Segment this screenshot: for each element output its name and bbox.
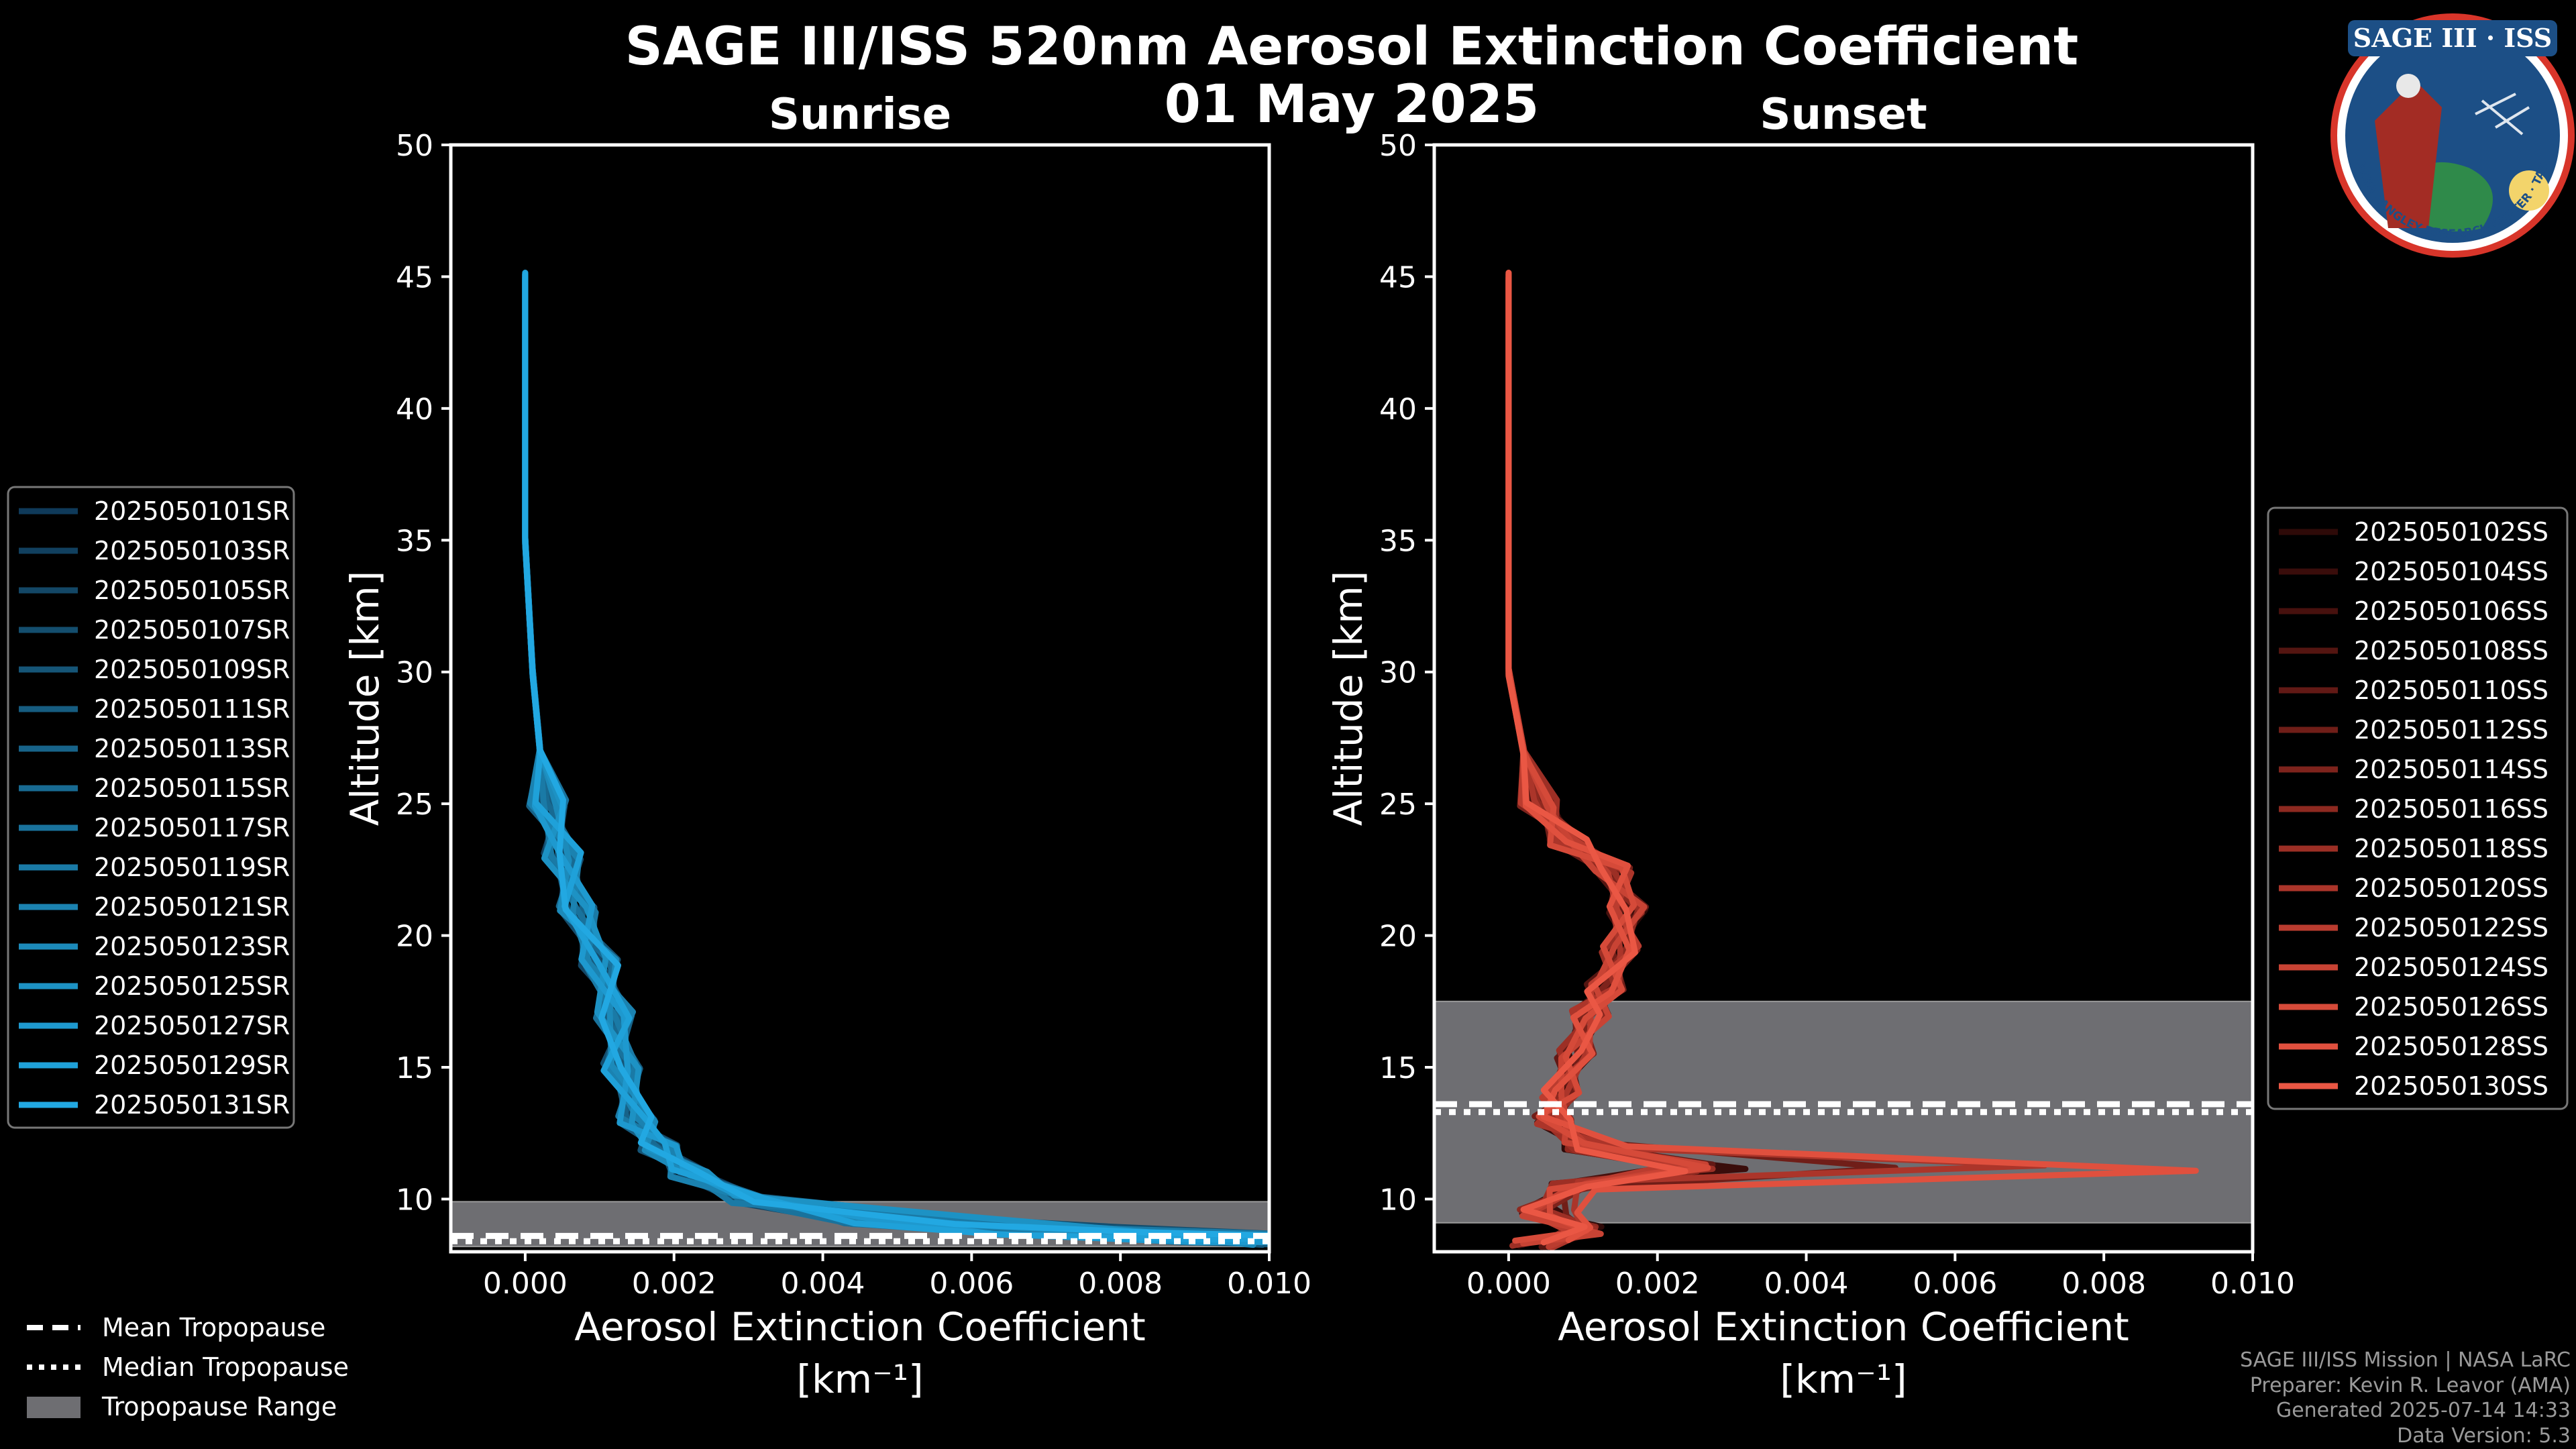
sunset-ytick-label: 20 (1379, 920, 1417, 954)
sunset-legend-label: 2025050112SS (2354, 715, 2548, 745)
sunset-xtick-label: 0.004 (1764, 1267, 1849, 1301)
credit-line-4: Data Version: 5.3 (2397, 1424, 2571, 1448)
logo-figure-icon (2375, 80, 2442, 228)
sunrise-ytick-label: 10 (396, 1183, 433, 1217)
logo-sun-icon (2509, 170, 2549, 211)
sunrise-legend-label: 2025050109SR (94, 655, 290, 684)
sunset-legend-label: 2025050116SS (2354, 794, 2548, 824)
sunset-legend-label: 2025050124SS (2354, 953, 2548, 982)
logo-moon-icon (2396, 74, 2420, 98)
sunrise-ytick-label: 40 (396, 392, 433, 427)
sunset-legend-label: 2025050122SS (2354, 913, 2548, 943)
sunset-ytick-label: 40 (1379, 392, 1417, 427)
logo-title-text: SAGE III · ISS (2353, 23, 2552, 53)
sunrise-legend-label: 2025050127SR (94, 1011, 290, 1040)
sunset-legend-label: 2025050102SS (2354, 517, 2548, 547)
credit-line-2: Preparer: Kevin R. Leavor (AMA) (2250, 1374, 2571, 1397)
figure-title: SAGE III/ISS 520nm Aerosol Extinction Co… (625, 17, 2079, 77)
sunrise-xtick-label: 0.008 (1078, 1267, 1163, 1301)
sunrise-ytick-label: 20 (396, 920, 433, 954)
sunset-plot-area (1434, 270, 2253, 1251)
credit-line-1: SAGE III/ISS Mission | NASA LaRC (2240, 1348, 2571, 1372)
tropopause-range-label: Tropopause Range (101, 1392, 337, 1421)
credits: SAGE III/ISS Mission | NASA LaRC Prepare… (2240, 1348, 2571, 1448)
sunrise-legend-label: 2025050123SR (94, 932, 290, 961)
sunset-axes-frame (1432, 143, 2255, 1254)
median-tropopause-label: Median Tropopause (102, 1352, 349, 1382)
sunrise-legend-label: 2025050111SR (94, 694, 290, 724)
sunrise-xtick-label: 0.000 (483, 1267, 568, 1301)
sunset-ytick-label: 35 (1379, 524, 1417, 558)
sunrise-xtick-label: 0.002 (632, 1267, 716, 1301)
sunset-xtick-label: 0.000 (1466, 1267, 1551, 1301)
sunset-legend-label: 2025050108SS (2354, 636, 2548, 665)
sunset-ytick-label: 10 (1379, 1183, 1417, 1217)
sunrise-legend-label: 2025050105SR (94, 576, 290, 605)
sunrise-xtick-label: 0.010 (1227, 1267, 1311, 1301)
sunrise-legend-box (7, 486, 295, 1129)
sunrise-legend-label: 2025050119SR (94, 853, 290, 882)
sunset-legend-label: 2025050126SS (2354, 992, 2548, 1022)
sunrise-legend-label: 2025050131SR (94, 1090, 290, 1120)
sunrise-legend-label: 2025050121SR (94, 892, 290, 922)
sunrise-ytick-label: 35 (396, 524, 433, 558)
sunrise-legend-label: 2025050103SR (94, 536, 290, 566)
logo-iss-icon (2475, 93, 2530, 136)
sunrise-plot-area (451, 270, 1269, 1248)
sunrise-legend-label: 2025050107SR (94, 615, 290, 645)
sunset-panel: 0.000 0.002 0.004 0.006 0.008 0.010 10 15 20 25 30… (1326, 90, 2569, 1402)
sunrise-legend-label: 2025050101SR (94, 496, 290, 526)
sunset-ytick-label: 15 (1379, 1051, 1417, 1085)
sunrise-x-axis-label: Aerosol Extinction Coefficient (574, 1304, 1146, 1350)
sunset-legend-box (2267, 506, 2569, 1110)
sunrise-legend-label: 2025050129SR (94, 1051, 290, 1080)
sunset-panel-title: Sunset (1760, 90, 1927, 140)
tropopause-range-swatch (27, 1397, 80, 1418)
logo-banner (2348, 20, 2557, 56)
sunrise-xtick-label: 0.006 (929, 1267, 1014, 1301)
sunset-xtick-label: 0.008 (2061, 1267, 2146, 1301)
sunrise-y-axis-label: Altitude [km] (342, 571, 388, 826)
sunrise-legend-label: 2025050115SR (94, 773, 290, 803)
sunrise-panel-title: Sunrise (769, 90, 951, 140)
sunrise-series-2025050131SR (522, 271, 1269, 1239)
sunset-legend-label: 2025050118SS (2354, 834, 2548, 863)
sunrise-x-axis-units: [km⁻¹] (796, 1356, 923, 1402)
mean-tropopause-label: Mean Tropopause (102, 1313, 325, 1342)
sunset-ytick-label: 30 (1379, 656, 1417, 690)
sunset-legend-label: 2025050110SS (2354, 676, 2548, 705)
sunrise-ytick-label: 45 (396, 260, 433, 294)
sunset-ytick-label: 45 (1379, 260, 1417, 294)
tropopause-legend: Mean Tropopause Median Tropopause Tropop… (27, 1313, 349, 1421)
sunset-legend-label: 2025050114SS (2354, 755, 2548, 784)
sunset-xtick-label: 0.010 (2210, 1267, 2295, 1301)
credit-line-3: Generated 2025-07-14 14:33 (2276, 1399, 2571, 1422)
sunset-x-axis-label: Aerosol Extinction Coefficient (1558, 1304, 2129, 1350)
sunrise-ytick-label: 50 (396, 129, 433, 163)
sunrise-panel: 0.000 0.002 0.004 0.006 0.008 0.010 10 15 20 25 30… (7, 90, 1311, 1402)
sunset-xtick-label: 0.006 (1913, 1267, 1997, 1301)
sunrise-ytick-label: 30 (396, 656, 433, 690)
sunset-x-axis-units: [km⁻¹] (1780, 1356, 1907, 1402)
sunrise-axes-frame (449, 143, 1271, 1254)
sunset-legend-label: 2025050104SS (2354, 557, 2548, 586)
sunrise-ytick-label: 25 (396, 788, 433, 822)
figure-date: 01 May 2025 (1165, 74, 1540, 135)
sunrise-ytick-label: 15 (396, 1051, 433, 1085)
sunrise-legend-label: 2025050117SR (94, 813, 290, 843)
sunset-series-2025050130SS (1505, 270, 1688, 1246)
sunset-legend-label: 2025050120SS (2354, 873, 2548, 903)
sunset-ytick-label: 50 (1379, 129, 1417, 163)
sunset-legend-label: 2025050128SS (2354, 1032, 2548, 1061)
sunset-ytick-label: 25 (1379, 788, 1417, 822)
sunrise-legend-label: 2025050125SR (94, 971, 290, 1001)
sunset-legend-label: 2025050130SS (2354, 1071, 2548, 1101)
sunrise-xtick-label: 0.004 (781, 1267, 865, 1301)
sunset-xtick-label: 0.002 (1615, 1267, 1700, 1301)
sunrise-legend-label: 2025050113SR (94, 734, 290, 763)
sunset-legend-label: 2025050106SS (2354, 596, 2548, 626)
sunset-y-axis-label: Altitude [km] (1326, 571, 1371, 826)
